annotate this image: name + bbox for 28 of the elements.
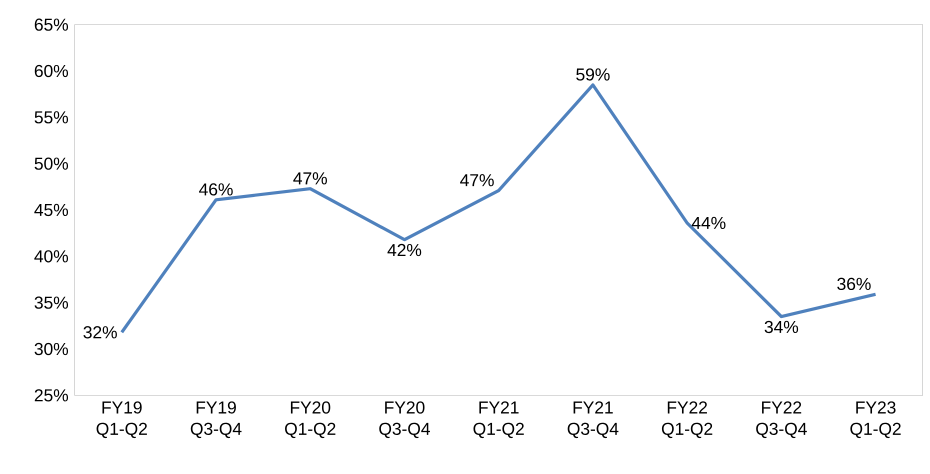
data-label: 44% — [692, 216, 726, 230]
x-tick-label: FY21 Q3-Q4 — [568, 401, 618, 438]
x-tick-label: FY20 Q1-Q2 — [285, 401, 336, 438]
x-tick-label: FY20 Q3-Q4 — [379, 401, 430, 438]
x-tick-label: FY19 Q3-Q4 — [190, 401, 242, 438]
data-label: 47% — [293, 172, 327, 184]
data-label: 47% — [460, 174, 494, 186]
data-label: 36% — [837, 278, 871, 290]
y-tick-label: 65% — [34, 18, 68, 31]
data-label: 46% — [199, 183, 233, 196]
x-tick-label: FY19 Q1-Q2 — [96, 401, 147, 438]
y-tick-label: 50% — [34, 158, 68, 170]
y-tick-label: 35% — [34, 296, 68, 309]
line-series — [120, 83, 878, 334]
y-tick-label: 30% — [34, 342, 68, 356]
x-tick-label: FY22 Q3-Q4 — [756, 401, 807, 438]
data-label: 59% — [576, 68, 610, 81]
y-tick-label: 25% — [34, 389, 68, 402]
data-label: 32% — [83, 326, 117, 338]
data-label: 42% — [388, 244, 422, 256]
x-tick-label: FY21 Q1-Q2 — [473, 401, 524, 438]
y-tick-label: 40% — [34, 250, 68, 262]
data-label: 34% — [764, 320, 798, 334]
y-tick-label: 60% — [34, 64, 68, 78]
y-tick-label: 45% — [34, 204, 68, 216]
y-tick-label: 55% — [34, 111, 68, 124]
x-tick-label: FY22 Q1-Q2 — [662, 401, 712, 438]
x-tick-label: FY23 Q1-Q2 — [850, 401, 901, 438]
